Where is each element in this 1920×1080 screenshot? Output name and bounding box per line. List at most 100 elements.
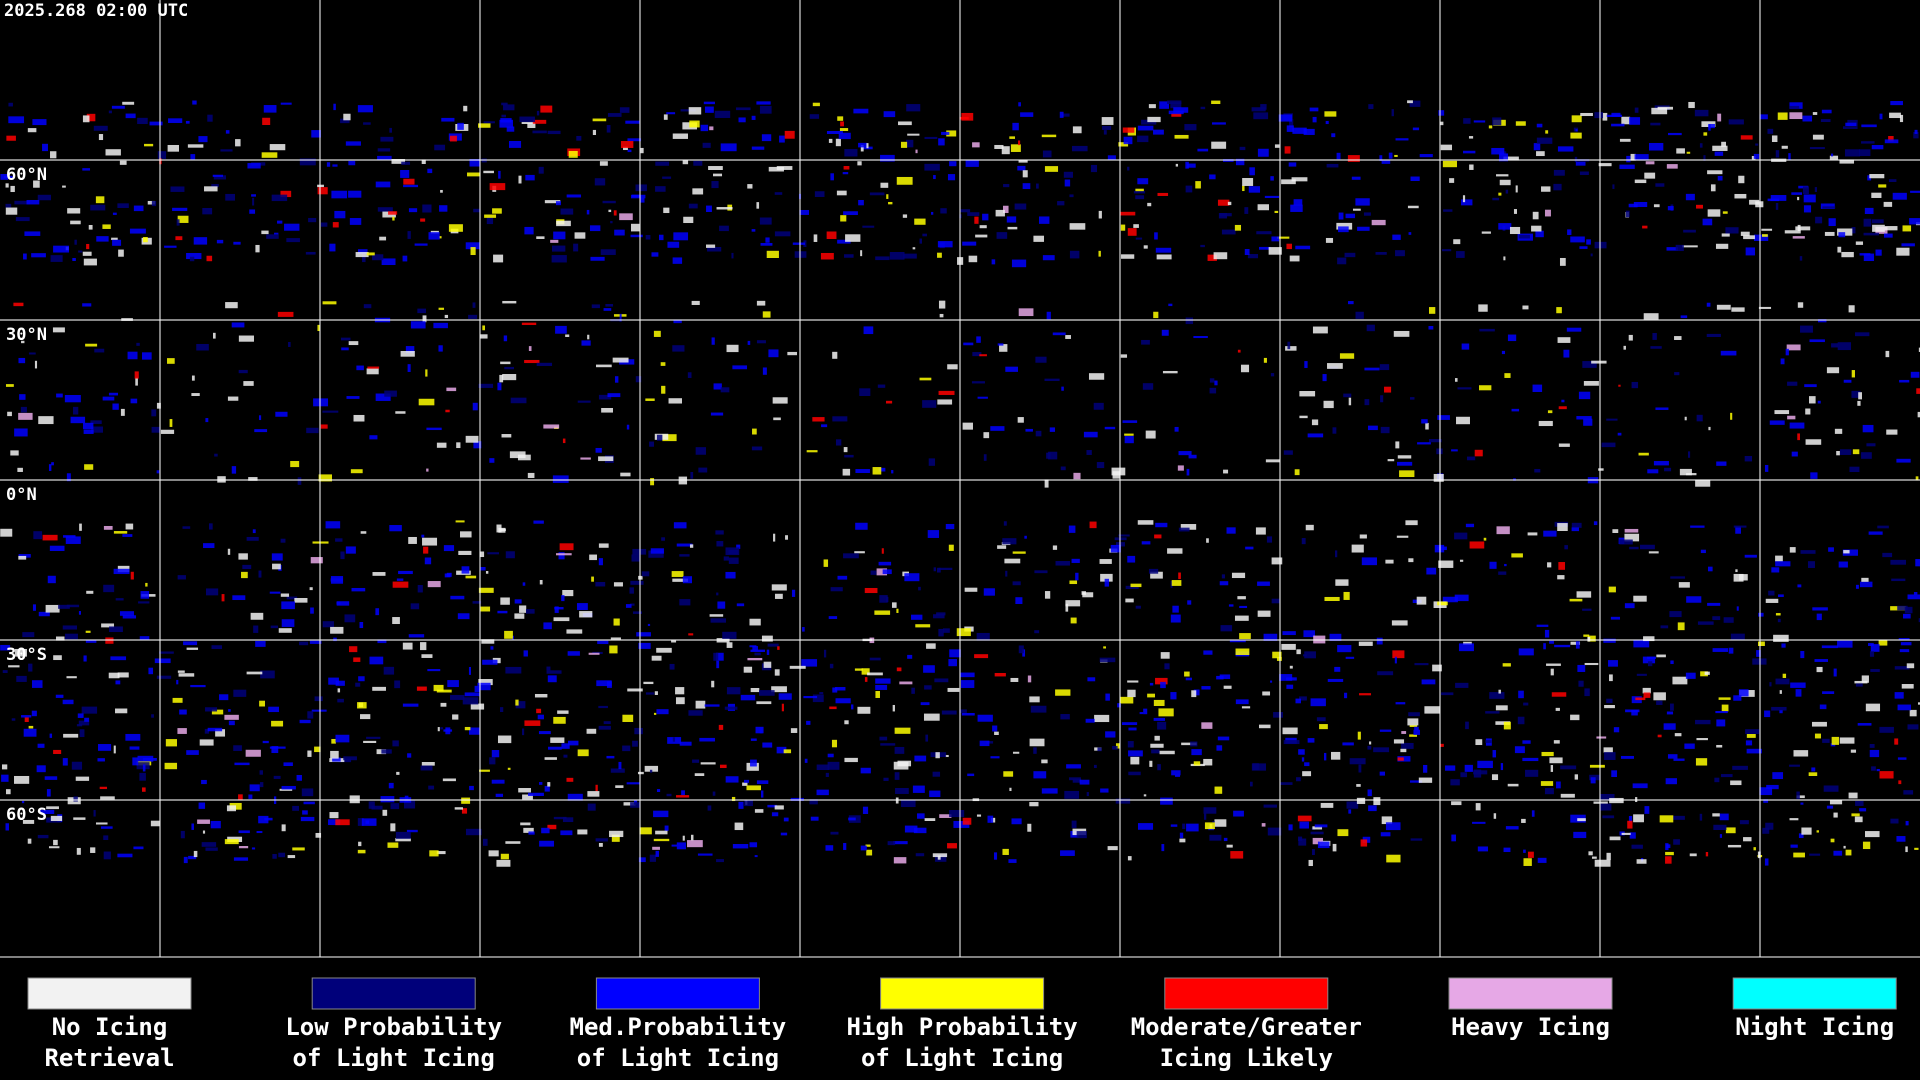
- legend-swatch: [311, 977, 476, 1010]
- icing-patch: [1185, 677, 1192, 681]
- icing-patch: [821, 424, 828, 428]
- icing-patch: [1664, 467, 1672, 472]
- icing-patch: [1571, 522, 1582, 528]
- icing-patch: [1685, 672, 1696, 679]
- icing-patch: [1410, 397, 1415, 400]
- icing-patch: [1800, 802, 1804, 805]
- icing-patch: [1897, 757, 1907, 760]
- icing-patch: [389, 127, 392, 133]
- icing-patch: [1712, 616, 1721, 621]
- icing-patch: [444, 573, 451, 578]
- icing-patch: [8, 665, 20, 668]
- icing-patch: [937, 252, 942, 258]
- icing-patch: [906, 104, 921, 112]
- icing-patch: [893, 841, 908, 845]
- icing-patch: [1746, 734, 1756, 738]
- icing-patch: [1656, 700, 1663, 705]
- icing-patch: [1063, 171, 1073, 178]
- icing-patch: [395, 831, 411, 839]
- icing-patch: [877, 384, 886, 388]
- icing-patch: [1154, 534, 1162, 539]
- icing-patch: [1816, 666, 1823, 673]
- icing-patch: [765, 237, 770, 243]
- icing-patch: [345, 141, 361, 146]
- icing-patch: [598, 558, 603, 566]
- icing-patch: [1127, 228, 1137, 236]
- icing-patch: [986, 741, 994, 744]
- icing-patch: [750, 759, 757, 767]
- icing-patch: [936, 567, 941, 573]
- icing-patch: [1557, 146, 1574, 152]
- icing-patch: [589, 554, 597, 561]
- icing-patch: [379, 236, 387, 241]
- icing-patch: [1141, 339, 1150, 345]
- icing-patch: [1831, 736, 1840, 745]
- icing-patch: [830, 587, 843, 592]
- icing-patch: [1039, 216, 1050, 224]
- icing-patch: [1773, 634, 1789, 642]
- legend-label: of Light Icing: [293, 1044, 495, 1072]
- icing-patch: [1619, 164, 1635, 169]
- icing-patch: [1289, 665, 1293, 669]
- icing-patch: [515, 701, 526, 709]
- icing-patch: [1443, 209, 1453, 212]
- icing-patch: [460, 531, 472, 538]
- icing-patch: [1547, 410, 1553, 414]
- icing-patch: [190, 154, 196, 160]
- icing-patch: [1745, 729, 1760, 734]
- icing-patch: [1122, 127, 1135, 133]
- icing-patch: [1755, 201, 1764, 208]
- icing-patch: [13, 302, 24, 307]
- icing-patch: [643, 681, 654, 685]
- icing-patch: [1375, 252, 1387, 255]
- icing-patch: [1796, 791, 1800, 800]
- icing-patch: [919, 238, 922, 244]
- icing-patch: [1456, 251, 1465, 258]
- icing-patch: [558, 552, 565, 560]
- icing-patch: [1093, 402, 1104, 410]
- icing-patch: [718, 724, 724, 730]
- icing-patch: [177, 575, 186, 580]
- icing-patch: [672, 345, 685, 352]
- icing-patch: [880, 154, 895, 162]
- icing-patch: [469, 785, 474, 791]
- icing-patch: [1292, 127, 1307, 134]
- icing-patch: [576, 603, 588, 611]
- icing-patch: [252, 529, 256, 534]
- icing-patch: [1914, 847, 1919, 850]
- icing-patch: [1184, 124, 1197, 131]
- icing-patch: [132, 757, 139, 766]
- icing-patch: [1733, 573, 1744, 582]
- icing-patch: [1343, 393, 1352, 398]
- icing-patch: [1301, 757, 1305, 762]
- icing-patch: [383, 666, 395, 675]
- icing-patch: [1643, 636, 1655, 642]
- icing-patch: [553, 617, 570, 622]
- icing-patch: [1758, 612, 1764, 617]
- icing-patch: [1392, 650, 1405, 659]
- icing-patch: [49, 733, 53, 738]
- icing-patch: [1409, 100, 1421, 107]
- icing-patch: [941, 710, 957, 715]
- icing-patch: [886, 596, 889, 603]
- icing-patch: [1764, 464, 1769, 472]
- icing-patch: [777, 646, 780, 650]
- icing-patch: [1808, 772, 1818, 777]
- icing-patch: [863, 326, 874, 335]
- icing-patch: [1327, 363, 1343, 369]
- icing-patch: [1070, 617, 1077, 624]
- icing-patch: [330, 576, 344, 584]
- icing-patch: [1310, 698, 1326, 707]
- icing-patch: [78, 250, 83, 253]
- icing-patch: [27, 128, 37, 133]
- icing-patch: [95, 196, 105, 204]
- icing-patch: [1700, 671, 1708, 677]
- icing-patch: [1918, 618, 1920, 623]
- icing-patch: [1587, 635, 1596, 642]
- icing-patch: [1380, 395, 1384, 403]
- icing-patch: [1805, 408, 1811, 415]
- icing-patch: [1339, 353, 1355, 359]
- icing-patch: [1335, 550, 1338, 558]
- icing-patch: [1837, 342, 1852, 351]
- icing-patch: [125, 733, 141, 741]
